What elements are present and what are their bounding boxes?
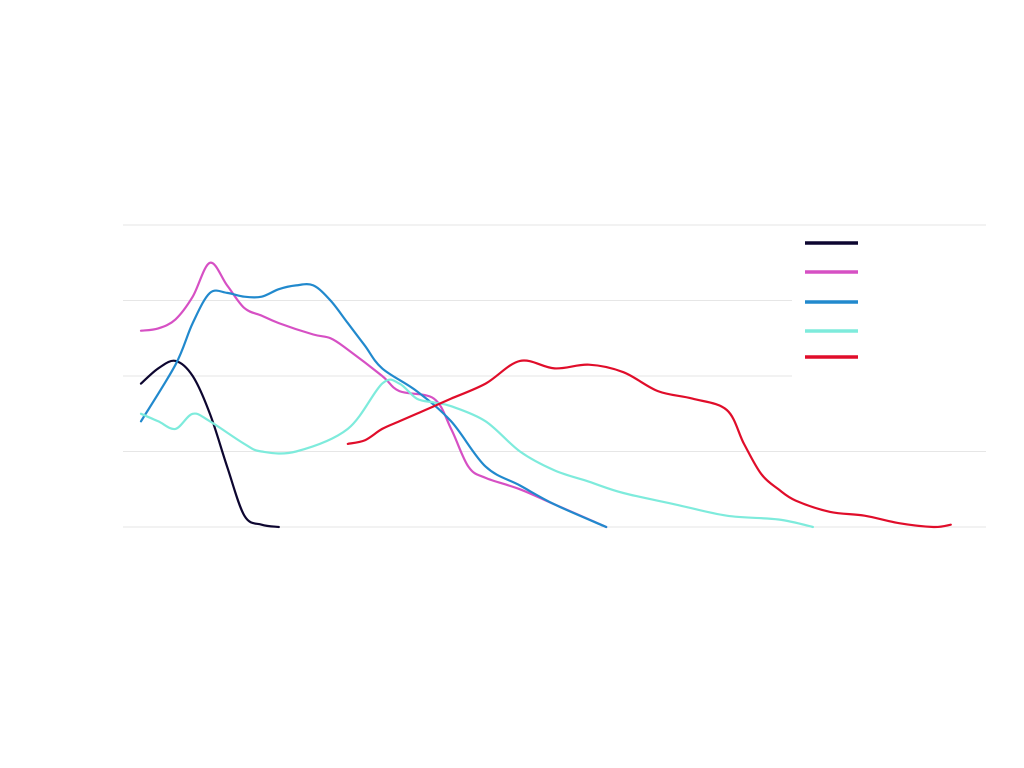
- series-line-2: [139, 261, 608, 529]
- series-lines: [139, 261, 952, 529]
- series-line-1: [139, 359, 280, 529]
- series-line-4: [139, 378, 814, 529]
- legend: [805, 241, 858, 359]
- series-line-5: [346, 359, 952, 529]
- series-line-3: [139, 283, 608, 529]
